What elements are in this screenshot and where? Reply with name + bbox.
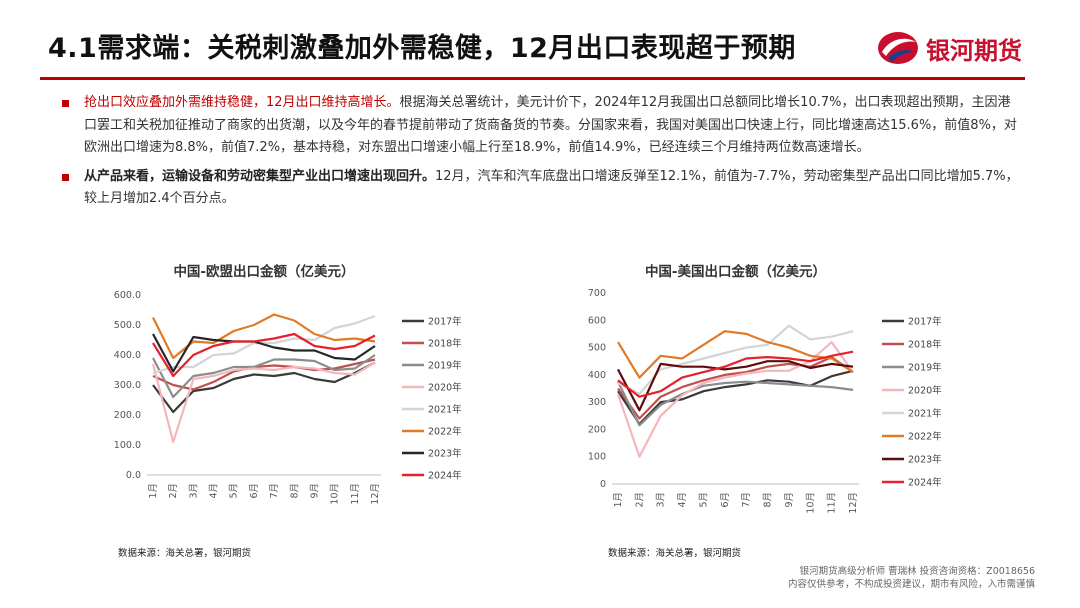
series-line-2021年 xyxy=(152,314,376,375)
series-line-2019年 xyxy=(617,380,854,427)
y-tick-label: 0.0 xyxy=(126,470,141,481)
chart-title: 中国-美国出口金额（亿美元） xyxy=(645,263,826,280)
legend-label: 2022年 xyxy=(908,431,942,443)
legend-label: 2020年 xyxy=(428,382,462,394)
x-tick-label: 9月 xyxy=(784,492,795,508)
y-tick-label: 300.0 xyxy=(114,380,141,391)
x-tick-label: 3月 xyxy=(188,483,199,499)
y-tick-label: 500.0 xyxy=(114,320,141,331)
series-line-2024年 xyxy=(152,332,376,378)
x-tick-label: 3月 xyxy=(656,492,667,508)
legend-label: 2021年 xyxy=(908,408,942,420)
y-tick-label: 200 xyxy=(588,424,606,435)
x-tick-label: 10月 xyxy=(805,492,816,514)
x-tick-label: 12月 xyxy=(848,492,859,514)
bullet-marker xyxy=(62,100,69,107)
x-tick-label: 1月 xyxy=(613,492,624,508)
y-tick-label: 100 xyxy=(588,452,606,463)
brand-logo: 银河期货 xyxy=(876,26,1022,70)
legend-label: 2022年 xyxy=(428,426,462,438)
x-tick-label: 8月 xyxy=(763,492,774,508)
y-tick-label: 700 xyxy=(588,288,606,299)
y-tick-label: 600 xyxy=(588,315,606,326)
series-line-2023年 xyxy=(152,333,376,373)
x-tick-label: 11月 xyxy=(350,483,361,505)
legend-label: 2019年 xyxy=(908,362,942,374)
bullet-highlight: 抢出口效应叠加外需维持稳健，12月出口维持高增长。 xyxy=(84,95,400,110)
series-line-2018年 xyxy=(617,355,854,420)
legend-label: 2019年 xyxy=(428,360,462,372)
galaxy-logo-icon xyxy=(878,32,918,64)
x-tick-label: 4月 xyxy=(677,492,688,508)
legend-label: 2024年 xyxy=(908,477,942,489)
bullet-list: 抢出口效应叠加外需维持稳健，12月出口维持高增长。根据海关总署统计，美元计价下，… xyxy=(62,92,1022,217)
x-tick-label: 6月 xyxy=(249,483,260,499)
series-line-2020年 xyxy=(616,340,854,458)
legend-label: 2017年 xyxy=(908,316,942,328)
y-tick-label: 400 xyxy=(588,370,606,381)
chart-eu-source: 数据来源：海关总署，银河期货 xyxy=(118,548,252,559)
x-tick-label: 6月 xyxy=(720,492,731,508)
series-line-2020年 xyxy=(151,361,376,444)
series-line-2022年 xyxy=(152,313,376,360)
y-tick-label: 500 xyxy=(588,343,606,354)
y-tick-label: 0 xyxy=(600,479,606,490)
legend-label: 2023年 xyxy=(428,448,462,460)
legend-label: 2020年 xyxy=(908,385,942,397)
x-tick-label: 2月 xyxy=(168,483,179,499)
bullet-highlight: 从产品来看，运输设备和劳动密集型产业出口增速出现回升。 xyxy=(84,168,436,184)
legend-label: 2018年 xyxy=(428,338,462,350)
title-divider xyxy=(40,77,1025,80)
page-title: 4.1需求端：关税刺激叠加外需稳健，12月出口表现超于预期 xyxy=(48,33,796,64)
x-tick-label: 7月 xyxy=(741,492,752,508)
legend-label: 2021年 xyxy=(428,404,462,416)
legend-label: 2023年 xyxy=(908,454,942,466)
series-line-2019年 xyxy=(152,354,376,399)
y-tick-label: 200.0 xyxy=(114,410,141,421)
bullet-text: 12月，汽车和汽车底盘出口增速反弹至12.1%，前值为-7.7%，劳动密集型产品… xyxy=(84,168,1019,207)
series-line-2024年 xyxy=(617,350,854,398)
x-tick-label: 1月 xyxy=(148,483,159,499)
legend-label: 2024年 xyxy=(428,470,462,482)
analyst-credit: 银河期货高级分析师 曹瑞林 投资咨询资格：Z0018656 xyxy=(799,566,1035,577)
y-tick-label: 300 xyxy=(588,397,606,408)
chart-us-source: 数据来源：海关总署，银河期货 xyxy=(608,548,742,559)
x-tick-label: 4月 xyxy=(209,483,220,499)
x-tick-label: 8月 xyxy=(289,483,300,499)
bullet-item-export-growth: 抢出口效应叠加外需维持稳健，12月出口维持高增长。根据海关总署统计，美元计价下，… xyxy=(62,92,1022,160)
footer-disclaimer: 银河期货高级分析师 曹瑞林 投资咨询资格：Z0018656 内容仅供参考，不构成… xyxy=(660,565,1035,591)
x-tick-label: 2月 xyxy=(634,492,645,508)
y-tick-label: 400.0 xyxy=(114,350,141,361)
series-line-2017年 xyxy=(152,361,376,414)
x-tick-label: 5月 xyxy=(229,483,240,499)
chart-title: 中国-欧盟出口金额（亿美元） xyxy=(173,263,354,280)
x-tick-label: 12月 xyxy=(370,483,381,505)
series-line-2017年 xyxy=(617,369,854,426)
series-line-2022年 xyxy=(617,330,854,379)
chart-us-exports: 中国-美国出口金额（亿美元） 0 100 200 300 400 500 600 700 1月 2月… xyxy=(588,263,942,514)
x-tick-label: 5月 xyxy=(698,492,709,508)
y-tick-label: 600.0 xyxy=(114,290,141,301)
x-tick-label: 9月 xyxy=(309,483,320,499)
bullet-item-products: 从产品来看，运输设备和劳动密集型产业出口增速出现回升。12月，汽车和汽车底盘出口… xyxy=(62,166,1022,211)
risk-disclaimer: 内容仅供参考，不构成投资建议，期市有风险，入市需谨慎 xyxy=(787,579,1035,590)
chart-eu-exports: 中国-欧盟出口金额（亿美元） 0.0 100.0 200.0 300.0 400.0 500… xyxy=(114,263,462,505)
x-tick-label: 11月 xyxy=(827,492,838,514)
x-tick-label: 10月 xyxy=(330,483,341,505)
bullet-marker xyxy=(62,173,69,181)
bullet-text: 根据海关总署统计，美元计价下，2024年12月我国出口总额同比增长10.7%，出… xyxy=(84,95,1017,155)
series-line-2023年 xyxy=(617,360,854,412)
legend-label: 2017年 xyxy=(428,316,462,328)
x-tick-label: 7月 xyxy=(269,483,280,499)
legend-label: 2018年 xyxy=(908,339,942,351)
logo-text: 银河期货 xyxy=(926,36,1022,65)
y-tick-label: 100.0 xyxy=(114,440,141,451)
